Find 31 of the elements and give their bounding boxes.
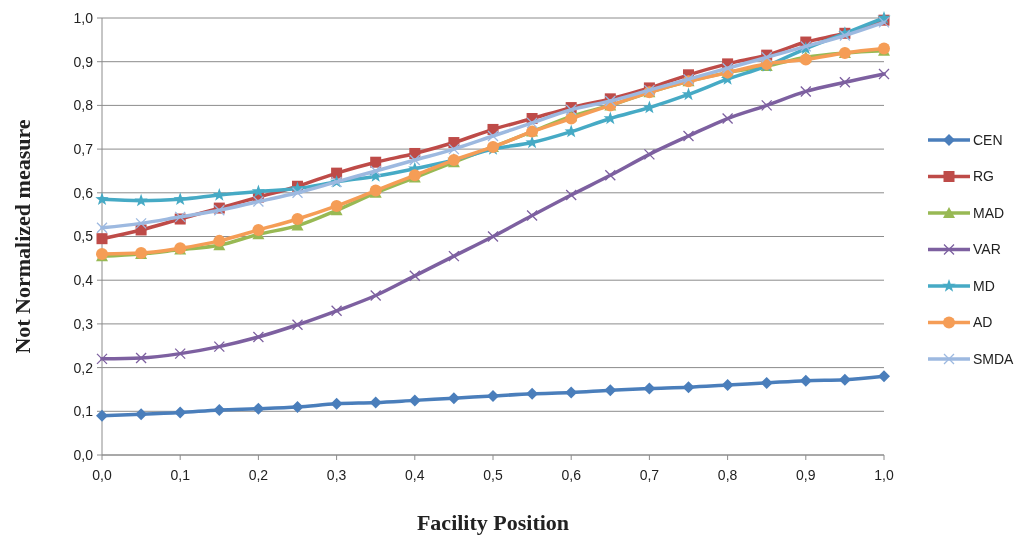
x-tick-label: 0,1 (170, 467, 191, 483)
y-tick-label: 0,9 (73, 53, 94, 70)
y-tick-label: 0,8 (73, 97, 94, 114)
x-tick-label: 0,7 (639, 467, 660, 483)
y-tick-label: 0,6 (73, 184, 94, 201)
x-tick-label: 0,2 (248, 467, 269, 483)
x-tick-label: 0,0 (92, 467, 112, 483)
y-tick-label: 0,3 (73, 315, 94, 332)
y-axis-title: Not Normalized measure (10, 119, 35, 354)
legend-label: MD (973, 277, 995, 294)
legend-label: CEN (973, 131, 1003, 148)
x-tick-label: 0,8 (717, 467, 738, 483)
legend-label: SMDA (973, 350, 1015, 367)
x-tick-label: 0,6 (561, 467, 582, 483)
legend-label: VAR (973, 241, 1001, 258)
y-tick-label: 0,0 (73, 446, 94, 463)
y-tick-label: 0,4 (73, 272, 94, 289)
legend-label: RG (973, 168, 994, 185)
x-axis-title: Facility Position (416, 510, 570, 535)
y-tick-label: 0,2 (73, 359, 94, 376)
y-tick-label: 0,7 (73, 141, 94, 157)
x-tick-label: 0,5 (483, 467, 503, 483)
x-tick-label: 0,9 (796, 467, 816, 483)
y-tick-label: 0,5 (73, 228, 94, 245)
y-tick-label: 1,0 (73, 9, 94, 26)
x-tick-label: 0,3 (326, 467, 347, 483)
x-tick-label: 1,0 (874, 467, 894, 483)
x-tick-label: 0,4 (405, 467, 425, 483)
legend-label: AD (973, 314, 993, 331)
legend-label: MAD (973, 204, 1005, 221)
y-tick-label: 0,1 (73, 403, 94, 420)
